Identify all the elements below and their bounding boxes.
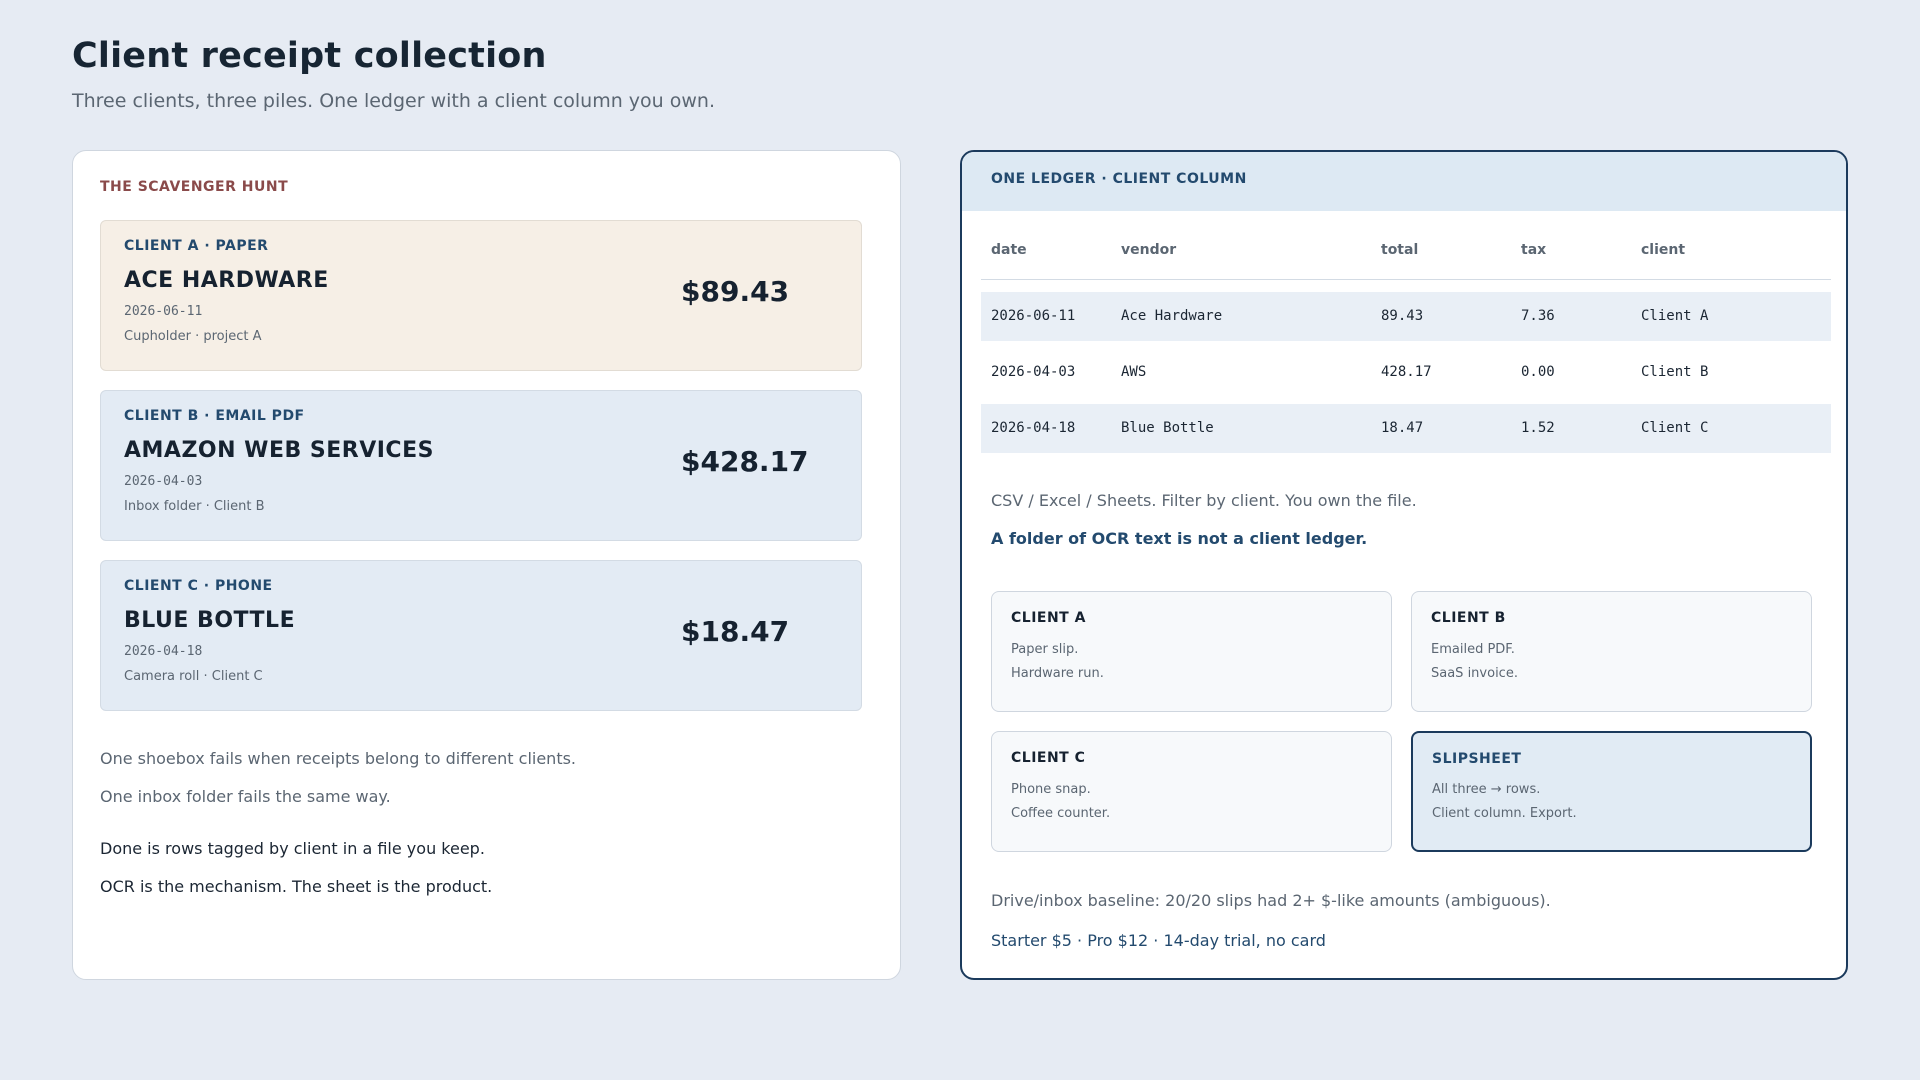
column-header-tax: tax	[1521, 242, 1547, 258]
table-row: 2026-04-03 AWS 428.17 0.00 Client B	[981, 348, 1831, 397]
client-card-b: CLIENT B Emailed PDF. SaaS invoice.	[1411, 591, 1812, 712]
page-title: Client receipt collection	[72, 36, 547, 76]
receipt-card-client-c: CLIENT C · PHONE BLUE BOTTLE 2026-04-18 …	[100, 560, 862, 711]
page-header: Client receipt collection Three clients,…	[72, 36, 715, 112]
table-row: 2026-06-11 Ace Hardware 89.43 7.36 Clien…	[981, 292, 1831, 341]
receipt-date: 2026-04-18	[124, 644, 203, 659]
shoebox-text: One shoebox fails when receipts belong t…	[100, 749, 577, 768]
ocr-text: OCR is the mechanism. The sheet is the p…	[100, 877, 493, 896]
receipt-amount: $428.17	[681, 445, 809, 478]
client-card-line: All three → rows.	[1432, 782, 1541, 797]
receipt-vendor: BLUE BOTTLE	[124, 608, 296, 633]
ledger-table: date vendor total tax client 2026-06-11 …	[981, 222, 1831, 453]
cell-total: 18.47	[1381, 420, 1424, 436]
ledger-heading: ONE LEDGER · CLIENT COLUMN	[991, 171, 1247, 187]
cell-date: 2026-04-03	[991, 364, 1076, 380]
client-card-title: CLIENT B	[1431, 610, 1506, 626]
receipt-tag: CLIENT C · PHONE	[124, 578, 273, 594]
cell-total: 428.17	[1381, 364, 1432, 380]
ledger-panel-header: ONE LEDGER · CLIENT COLUMN	[962, 152, 1846, 211]
client-card-line: Paper slip.	[1011, 642, 1079, 657]
slipsheet-card: SLIPSHEET All three → rows. Client colum…	[1411, 731, 1812, 852]
cell-date: 2026-06-11	[991, 308, 1076, 324]
baseline-text: Drive/inbox baseline: 20/20 slips had 2+…	[991, 891, 1551, 910]
client-card-line: Phone snap.	[1011, 782, 1091, 797]
cell-tax: 1.52	[1521, 420, 1555, 436]
page-subtitle: Three clients, three piles. One ledger w…	[72, 90, 716, 112]
ledger-panel: ONE LEDGER · CLIENT COLUMN date vendor t…	[960, 150, 1848, 980]
inbox-text: One inbox folder fails the same way.	[100, 787, 391, 806]
receipt-note: Inbox folder · Client B	[124, 499, 265, 514]
receipt-date: 2026-06-11	[124, 304, 203, 319]
client-card-line: SaaS invoice.	[1431, 666, 1518, 681]
client-card-title: CLIENT C	[1011, 750, 1086, 766]
receipt-amount: $89.43	[681, 275, 790, 308]
cell-vendor: AWS	[1121, 364, 1147, 380]
pricing-text: Starter $5 · Pro $12 · 14-day trial, no …	[991, 931, 1326, 950]
receipt-tag: CLIENT A · PAPER	[124, 238, 269, 254]
column-header-date: date	[991, 242, 1027, 258]
client-card-title: SLIPSHEET	[1432, 751, 1522, 767]
column-header-client: client	[1641, 242, 1686, 258]
cell-client: Client A	[1641, 308, 1709, 324]
receipt-card-client-b: CLIENT B · EMAIL PDF AMAZON WEB SERVICES…	[100, 390, 862, 541]
column-header-total: total	[1381, 242, 1419, 258]
receipt-vendor: ACE HARDWARE	[124, 268, 329, 293]
receipt-amount: $18.47	[681, 615, 790, 648]
client-card-title: CLIENT A	[1011, 610, 1086, 626]
client-card-c: CLIENT C Phone snap. Coffee counter.	[991, 731, 1392, 852]
export-text: CSV / Excel / Sheets. Filter by client. …	[991, 491, 1417, 510]
receipt-card-client-a: CLIENT A · PAPER ACE HARDWARE 2026-06-11…	[100, 220, 862, 371]
client-card-line: Coffee counter.	[1011, 806, 1111, 821]
done-text: Done is rows tagged by client in a file …	[100, 839, 485, 858]
receipt-date: 2026-04-03	[124, 474, 203, 489]
cell-total: 89.43	[1381, 308, 1424, 324]
cell-client: Client C	[1641, 420, 1709, 436]
client-card-line: Client column. Export.	[1432, 806, 1577, 821]
receipt-vendor: AMAZON WEB SERVICES	[124, 438, 434, 463]
receipt-note: Cupholder · project A	[124, 329, 262, 344]
client-card-line: Hardware run.	[1011, 666, 1104, 681]
cell-date: 2026-04-18	[991, 420, 1076, 436]
ledger-header-row: date vendor total tax client	[981, 222, 1831, 280]
cell-vendor: Ace Hardware	[1121, 308, 1223, 324]
cell-vendor: Blue Bottle	[1121, 420, 1214, 436]
cell-tax: 7.36	[1521, 308, 1555, 324]
client-card-a: CLIENT A Paper slip. Hardware run.	[991, 591, 1392, 712]
receipt-note: Camera roll · Client C	[124, 669, 263, 684]
table-row: 2026-04-18 Blue Bottle 18.47 1.52 Client…	[981, 404, 1831, 453]
receipt-tag: CLIENT B · EMAIL PDF	[124, 408, 305, 424]
cell-tax: 0.00	[1521, 364, 1555, 380]
scavenger-hunt-panel: THE SCAVENGER HUNT CLIENT A · PAPER ACE …	[72, 150, 901, 980]
column-header-vendor: vendor	[1121, 242, 1177, 258]
cell-client: Client B	[1641, 364, 1709, 380]
client-card-line: Emailed PDF.	[1431, 642, 1515, 657]
emphasis-text: A folder of OCR text is not a client led…	[991, 529, 1368, 548]
scavenger-hunt-heading: THE SCAVENGER HUNT	[100, 179, 289, 195]
